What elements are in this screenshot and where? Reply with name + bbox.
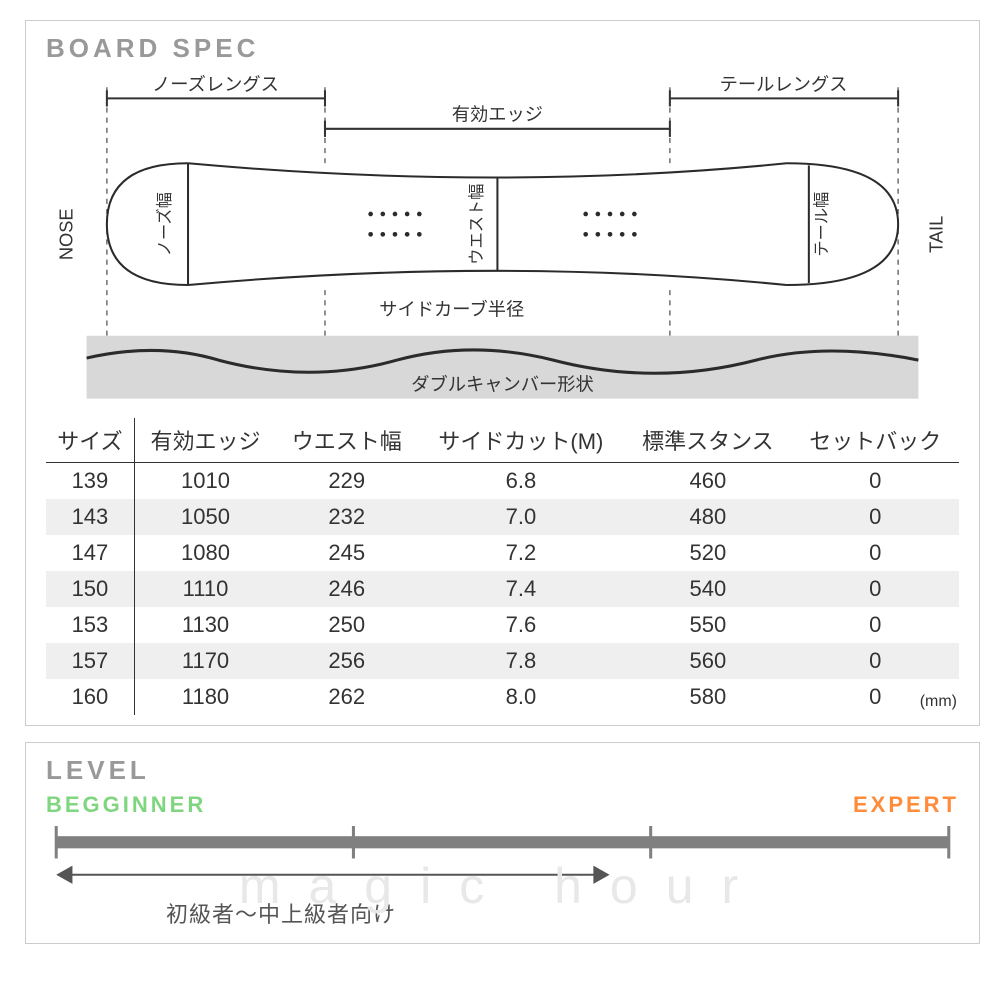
spec-table-body: 13910102296.8460014310502327.04800147108… [46,462,959,715]
table-cell: 7.4 [417,571,624,607]
table-cell: 147 [46,535,134,571]
table-row: 15311302507.65500 [46,607,959,643]
level-range-label: 初級者～中上級者向け [46,897,959,929]
table-cell: 7.6 [417,607,624,643]
spec-table: サイズ有効エッジウエスト幅サイドカット(M)標準スタンスセットバック 13910… [46,418,959,715]
nose-width-label: ノーズ幅 [156,192,174,256]
waist-width-label: ウエスト幅 [468,184,486,265]
table-row: 14310502327.04800 [46,499,959,535]
level-bar [46,824,959,895]
level-bar-svg [46,824,959,895]
tail-length-label: テールレングス [720,73,848,94]
table-cell: 0 [791,571,959,607]
spec-table-header: 有効エッジ [134,418,276,463]
table-cell: 1130 [134,607,276,643]
table-cell: 246 [276,571,417,607]
table-cell: 0 [791,607,959,643]
table-cell: 232 [276,499,417,535]
spec-table-header: サイズ [46,418,134,463]
table-row: 13910102296.84600 [46,462,959,499]
table-cell: 7.0 [417,499,624,535]
board-spec-title: BOARD SPEC [46,33,959,64]
table-cell: 157 [46,643,134,679]
table-cell: 1080 [134,535,276,571]
table-cell: 1110 [134,571,276,607]
tail-side-label: TAIL [926,216,947,253]
camber-label: ダブルキャンバー形状 [411,374,594,395]
board-spec-panel: BOARD SPEC [25,20,980,726]
table-cell: 540 [624,571,791,607]
table-row: 15011102467.45400 [46,571,959,607]
beginner-label: BEGGINNER [46,792,206,818]
table-cell: 256 [276,643,417,679]
table-cell: 460 [624,462,791,499]
nose-length-label: ノーズレングス [152,73,279,94]
sidecut-radius-label: サイドカーブ半径 [379,298,524,319]
table-cell: 0 [791,643,959,679]
table-cell: 480 [624,499,791,535]
spec-table-header-row: サイズ有効エッジウエスト幅サイドカット(M)標準スタンスセットバック [46,418,959,463]
spec-table-header: セットバック [791,418,959,463]
table-cell: 153 [46,607,134,643]
level-labels-row: BEGGINNER EXPERT [46,792,959,818]
nose-side-label: NOSE [55,208,76,260]
board-diagram-svg: ノーズレングス テールレングス 有効エッジ NOSE TAIL [46,72,959,412]
table-cell: 143 [46,499,134,535]
level-panel: LEVEL BEGGINNER EXPERT magic hour 初級者～中上… [25,742,980,944]
table-cell: 229 [276,462,417,499]
tail-width-label: テール幅 [813,192,831,257]
spec-table-header: サイドカット(M) [417,418,624,463]
table-cell: 520 [624,535,791,571]
table-cell: 1010 [134,462,276,499]
table-cell: 139 [46,462,134,499]
effective-edge-label: 有効エッジ [452,104,543,125]
spec-table-header: 標準スタンス [624,418,791,463]
board-diagram: ノーズレングス テールレングス 有効エッジ NOSE TAIL [46,72,959,412]
table-cell: 1050 [134,499,276,535]
table-cell: 0 [791,535,959,571]
spec-table-header: ウエスト幅 [276,418,417,463]
table-row: 14710802457.25200 [46,535,959,571]
table-cell: 550 [624,607,791,643]
table-cell: 7.2 [417,535,624,571]
expert-label: EXPERT [853,792,959,818]
table-cell: 560 [624,643,791,679]
table-cell: 245 [276,535,417,571]
table-cell: 0 [791,462,959,499]
table-cell: 1170 [134,643,276,679]
table-cell: 150 [46,571,134,607]
table-row: 15711702567.85600 [46,643,959,679]
level-title: LEVEL [46,755,959,786]
table-cell: 7.8 [417,643,624,679]
table-cell: 250 [276,607,417,643]
table-cell: 6.8 [417,462,624,499]
table-cell: 0 [791,499,959,535]
